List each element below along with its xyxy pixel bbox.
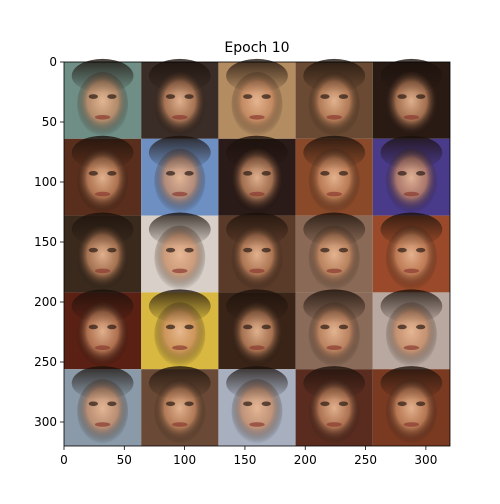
image-tile	[64, 59, 141, 139]
image-tile	[141, 213, 218, 293]
y-axis: 0 50 100 150 200 250 300	[34, 55, 64, 429]
x-tick-label: 0	[60, 453, 68, 467]
image-grid	[64, 59, 450, 446]
x-tick-label: 50	[117, 453, 132, 467]
image-tile	[218, 289, 295, 369]
y-tick-label: 150	[34, 235, 57, 249]
image-tile	[296, 289, 373, 369]
x-tick-label: 300	[414, 453, 437, 467]
image-tile	[296, 59, 373, 139]
image-tile	[64, 366, 141, 446]
image-tile	[218, 59, 295, 139]
x-tick-label: 100	[173, 453, 196, 467]
image-tile	[218, 136, 295, 216]
image-tile	[373, 136, 450, 216]
image-tile	[296, 136, 373, 216]
y-tick-label: 300	[34, 415, 57, 429]
chart-title: Epoch 10	[224, 40, 289, 56]
x-tick-label: 200	[294, 453, 317, 467]
image-tile	[141, 59, 218, 139]
image-tile	[64, 136, 141, 216]
image-tile	[373, 213, 450, 293]
x-tick-label: 250	[354, 453, 377, 467]
y-tick-label: 200	[34, 295, 57, 309]
image-tile	[141, 136, 218, 216]
image-tile	[373, 289, 450, 369]
x-tick-label: 150	[233, 453, 256, 467]
image-tile	[141, 289, 218, 369]
image-tile	[296, 213, 373, 293]
y-tick-label: 50	[42, 115, 57, 129]
image-tile	[64, 289, 141, 369]
image-tile	[64, 213, 141, 293]
image-tile	[218, 366, 295, 446]
image-tile	[296, 366, 373, 446]
y-tick-label: 250	[34, 355, 57, 369]
y-tick-label: 100	[34, 175, 57, 189]
image-tile	[373, 366, 450, 446]
x-axis: 0 50 100 150 200 250 300	[60, 446, 437, 467]
image-tile	[218, 213, 295, 293]
image-tile	[373, 59, 450, 139]
y-tick-label: 0	[49, 55, 57, 69]
image-tile	[141, 366, 218, 446]
